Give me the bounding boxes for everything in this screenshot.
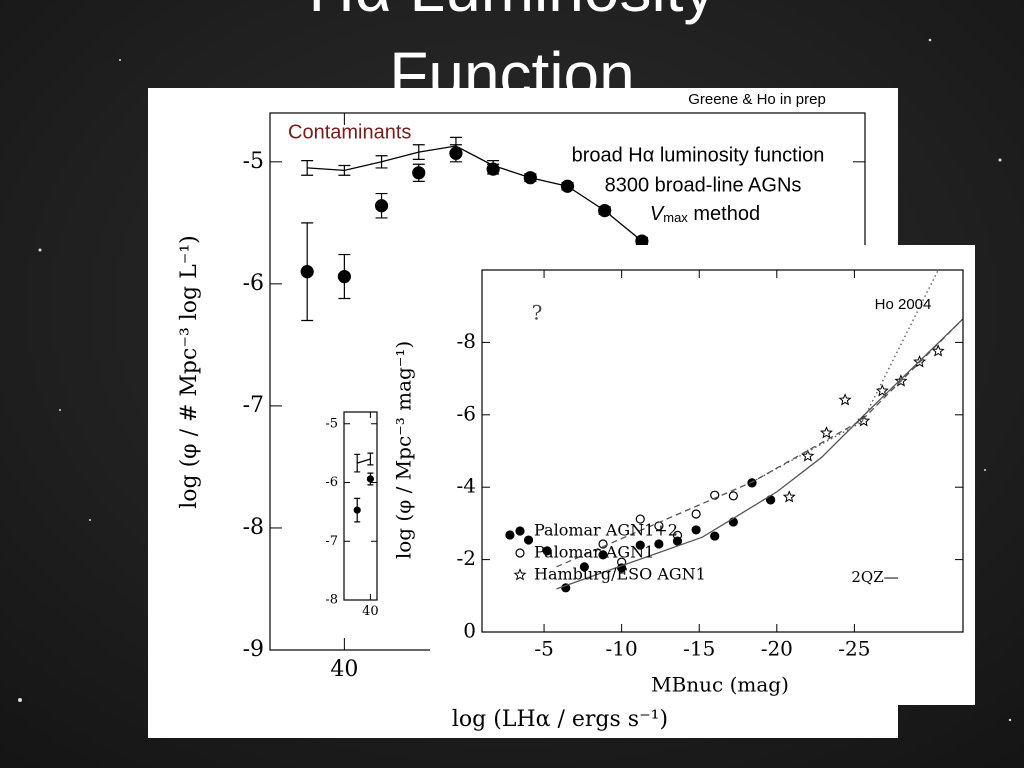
error-bar [561,181,574,191]
plot-frame [481,269,964,633]
error-bar [375,155,388,169]
error-bar [487,159,500,171]
error-bar [301,159,314,176]
data-point [635,540,645,550]
legend-label: Hamburg/ESO AGN1 [534,565,706,584]
data-point [747,478,757,488]
data-point [300,265,314,279]
y-tick-label: -8 [243,515,264,540]
plot-area [353,452,374,523]
error-bar [449,136,462,156]
error-bar [598,206,611,215]
data-point [412,166,426,180]
annotation: 8300 broad-line AGNs [605,174,802,196]
legend-label: Palomar AGN1+2 [534,521,678,540]
y-tick-label: -9 [243,637,264,662]
data-point [598,539,608,549]
y-tick-label: -6 [325,475,338,490]
x-axis-label: MBnuc (mag) [651,673,789,697]
data-point [366,475,374,483]
y-tick-label: -7 [243,393,264,418]
y-tick-label: -6 [457,401,476,425]
series-line [307,145,643,242]
stars [18,38,1012,722]
error-bar [635,236,648,246]
data-point [542,546,552,556]
data-point [728,517,738,527]
slide-title: Hα Luminosity [309,0,716,25]
legend-marker [515,548,525,558]
y-tick-label: 0 [463,619,476,643]
data-point [838,393,852,406]
error-bar [338,164,351,176]
error-bar [412,144,425,160]
y-tick-label: -8 [325,593,338,608]
plot-frame [343,411,378,601]
y-tick-label: -4 [457,474,476,498]
y-tick-label: -6 [243,271,264,296]
x-tick-label: -5 [534,637,553,661]
data-point [710,490,720,500]
figure-panel [430,245,975,705]
series-line [556,318,963,590]
data-point [337,269,351,284]
data-point [635,514,645,524]
legend-marker [513,568,527,581]
plot-area [300,136,649,322]
y-tick-label: -2 [457,546,476,570]
series-line [751,270,939,483]
x-tick-label: -25 [838,637,870,661]
annotation: Contaminants [288,121,411,143]
annotation: broad Hα luminosity function [572,144,825,166]
data-point [931,344,945,357]
y-axis-label: log (φ / # Mpc⁻³ log L⁻¹) [177,235,202,509]
annotation: ? [532,301,543,325]
data-point [523,535,534,545]
y-tick-label: -5 [325,416,338,431]
data-point [672,530,683,540]
data-point [654,539,664,549]
y-axis-label: log (φ / Mpc⁻³ mag⁻¹) [392,341,416,559]
x-tick-label: -15 [683,637,715,661]
data-point [353,506,361,514]
annotation: 2QZ— [851,568,898,586]
annotation-part: max [663,210,688,225]
x-axis-label: log (LHα / ergs s⁻¹) [452,707,668,732]
annotation: Greene & Ho in prep [688,91,826,108]
data-point [710,531,720,541]
x-tick-label: 40 [330,657,358,682]
data-point [691,509,701,519]
data-point [913,355,927,368]
annotation-part: V [650,203,665,225]
x-tick-label: -10 [606,637,638,661]
annotation: Vmax method [650,203,760,225]
annotation-part: method [688,203,760,225]
x-tick-label: -20 [761,637,793,661]
y-tick-label: -5 [243,149,264,174]
data-point [894,374,908,387]
data-point [691,525,701,535]
data-point [728,491,738,501]
data-point [374,199,389,213]
data-point [782,490,796,503]
y-tick-label: -7 [325,534,338,549]
data-point [819,426,833,439]
legend-marker [515,526,525,536]
legend-label: Palomar AGN1 [534,543,654,562]
y-tick-label: -8 [457,329,476,353]
plot-area [505,270,963,593]
error-bar [524,173,537,182]
data-point [505,530,515,540]
error-bar [354,453,361,473]
series-line [556,318,963,568]
annotation: Ho 2004 [875,296,932,313]
x-tick-label: 40 [362,604,379,619]
series-line [357,458,371,464]
data-point [579,562,590,572]
data-point [598,550,608,560]
error-bar [367,452,374,466]
